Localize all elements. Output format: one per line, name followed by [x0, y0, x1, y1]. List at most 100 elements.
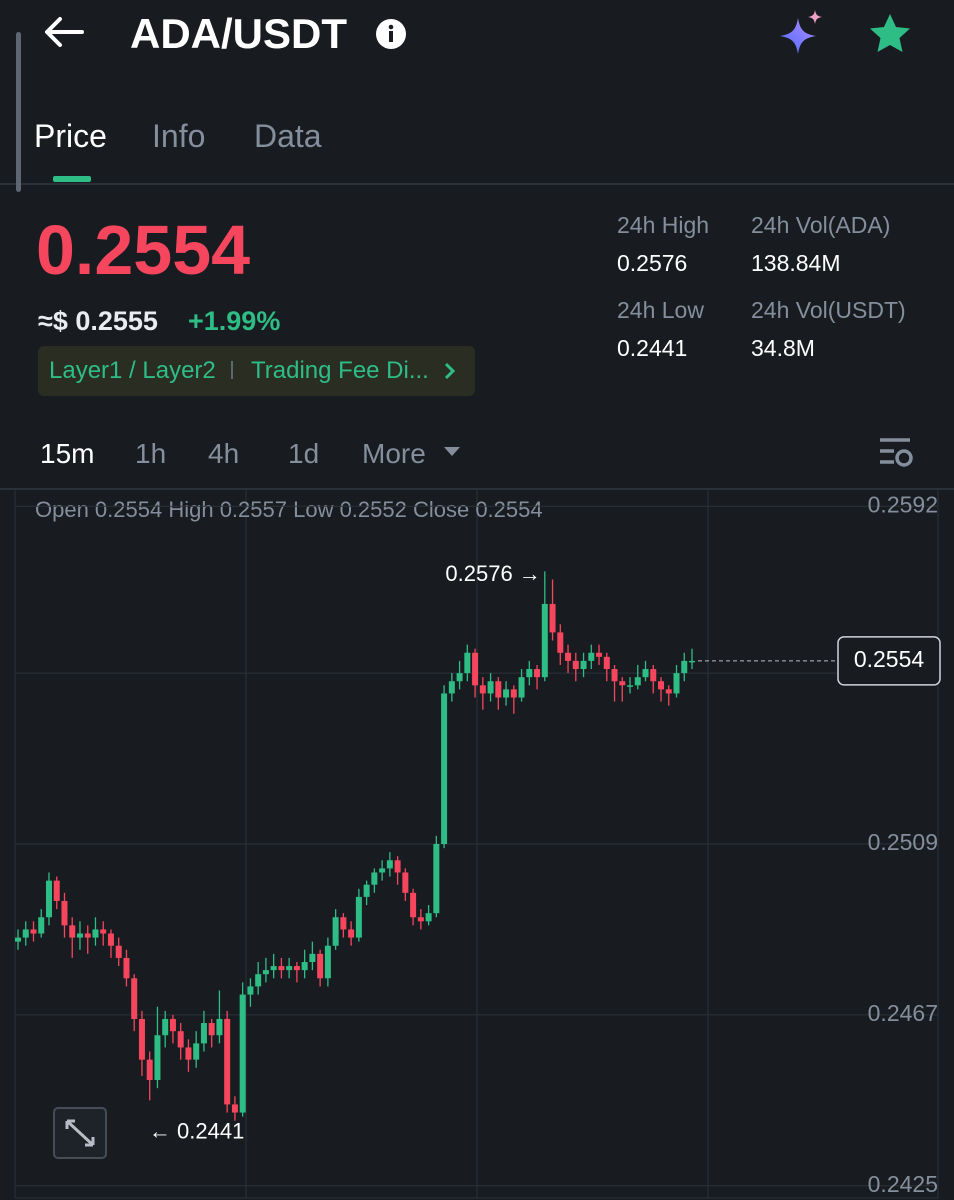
- candle-body: [487, 681, 494, 694]
- interval[interactable]: 4h: [208, 438, 240, 469]
- high-annotation: 0.2576 →: [445, 561, 540, 586]
- candle-body: [433, 844, 440, 914]
- y-tick-label: 0.2592: [868, 491, 938, 517]
- candle-body: [510, 689, 517, 698]
- candle-body: [61, 900, 68, 926]
- candle-body: [162, 1018, 169, 1036]
- candle-body: [84, 933, 91, 938]
- tab[interactable]: Info: [152, 118, 206, 154]
- interval[interactable]: 1d: [288, 438, 320, 469]
- tag-separator: [231, 361, 233, 379]
- candle-body: [293, 966, 300, 971]
- candle-body: [495, 681, 502, 698]
- stat-value: 0.2576: [617, 250, 688, 276]
- candle-body: [448, 681, 455, 694]
- candle-body: [379, 868, 386, 873]
- candle-body: [53, 880, 60, 901]
- candle-body: [309, 953, 316, 962]
- candle-body: [76, 933, 83, 938]
- candle-body: [239, 994, 246, 1113]
- candle-body: [255, 974, 262, 987]
- candle-body: [557, 632, 564, 653]
- last-price: 0.2554: [36, 211, 251, 289]
- candle-body: [503, 689, 510, 698]
- y-tick-label: 0.2467: [868, 1000, 938, 1026]
- candle-body: [92, 929, 99, 938]
- candle-body: [131, 978, 138, 1019]
- candle-body: [332, 917, 339, 946]
- candle-body: [634, 677, 641, 686]
- candle-body: [619, 681, 626, 686]
- candle-body: [464, 652, 471, 674]
- stat-label: 24h Vol(USDT): [751, 297, 906, 323]
- candle-body: [193, 1043, 200, 1060]
- scrollbar: [16, 32, 21, 192]
- stat-label: 24h High: [617, 212, 710, 238]
- chart-settings[interactable]: [878, 436, 914, 470]
- candle-body: [681, 660, 688, 674]
- candle-body: [479, 685, 486, 694]
- candle-body: [45, 880, 52, 918]
- pair-title: ADA/USDT: [130, 10, 347, 57]
- candle-body: [371, 872, 378, 885]
- candle-body: [363, 884, 370, 897]
- dropdown-caret: [444, 447, 460, 456]
- candle-body: [224, 1018, 231, 1105]
- candle-body: [627, 685, 634, 687]
- usd-price: ≈$ 0.2555: [38, 306, 158, 336]
- tag[interactable]: Trading Fee Di...: [251, 357, 429, 384]
- stat-label: 24h Vol(ADA): [751, 212, 891, 238]
- candle-body: [123, 957, 130, 979]
- candle-body: [572, 660, 579, 670]
- candle-body: [200, 1023, 207, 1044]
- candle-body: [177, 1031, 184, 1048]
- candle-body: [115, 945, 122, 958]
- candle-body: [231, 1104, 238, 1113]
- candle-body: [340, 917, 347, 930]
- candle-body: [216, 1018, 223, 1036]
- candle-body: [262, 970, 269, 975]
- back-button[interactable]: [42, 14, 86, 50]
- stat-value: 0.2441: [617, 335, 688, 361]
- candle-body: [611, 669, 618, 682]
- candle-body: [146, 1059, 153, 1080]
- interval[interactable]: More: [362, 438, 426, 469]
- candle-body: [410, 892, 417, 918]
- candle-body: [138, 1018, 145, 1060]
- price-tag-box: [837, 636, 941, 686]
- ai-icon[interactable]: [778, 10, 826, 56]
- y-tick-label: 0.2509: [868, 829, 938, 855]
- info-icon[interactable]: [375, 18, 407, 50]
- candle-body: [441, 693, 448, 844]
- candle-body: [185, 1047, 192, 1060]
- candle-body: [456, 673, 463, 682]
- tag[interactable]: Layer1 / Layer2: [49, 357, 216, 384]
- candle-body: [472, 652, 479, 686]
- tag-bar[interactable]: [38, 346, 475, 396]
- candle-body: [402, 872, 409, 893]
- candle-body: [247, 986, 254, 995]
- interval[interactable]: 1h: [135, 438, 167, 469]
- interval[interactable]: 15m: [40, 438, 95, 469]
- fullscreen-button[interactable]: [53, 1107, 107, 1159]
- candle-body: [603, 656, 610, 670]
- candle-body: [534, 669, 541, 678]
- tab[interactable]: Price: [34, 118, 107, 154]
- candle-body: [100, 929, 107, 934]
- favorite-star[interactable]: [868, 12, 912, 54]
- candle-body: [208, 1023, 215, 1036]
- candle-body: [317, 953, 324, 979]
- candle-body: [425, 913, 432, 922]
- candle-body: [386, 860, 393, 869]
- candle-body: [394, 860, 401, 873]
- candle-body: [348, 929, 355, 938]
- candle-body: [689, 660, 695, 663]
- candle-body: [518, 677, 525, 698]
- tab[interactable]: Data: [254, 118, 322, 154]
- ohlc-info: Open 0.2554 High 0.2557 Low 0.2552 Close…: [35, 497, 543, 522]
- price-tag: 0.2554: [854, 646, 925, 672]
- candle-body: [541, 603, 548, 678]
- candle-body: [286, 966, 293, 971]
- candle-body: [549, 603, 556, 633]
- candle-body: [355, 896, 362, 938]
